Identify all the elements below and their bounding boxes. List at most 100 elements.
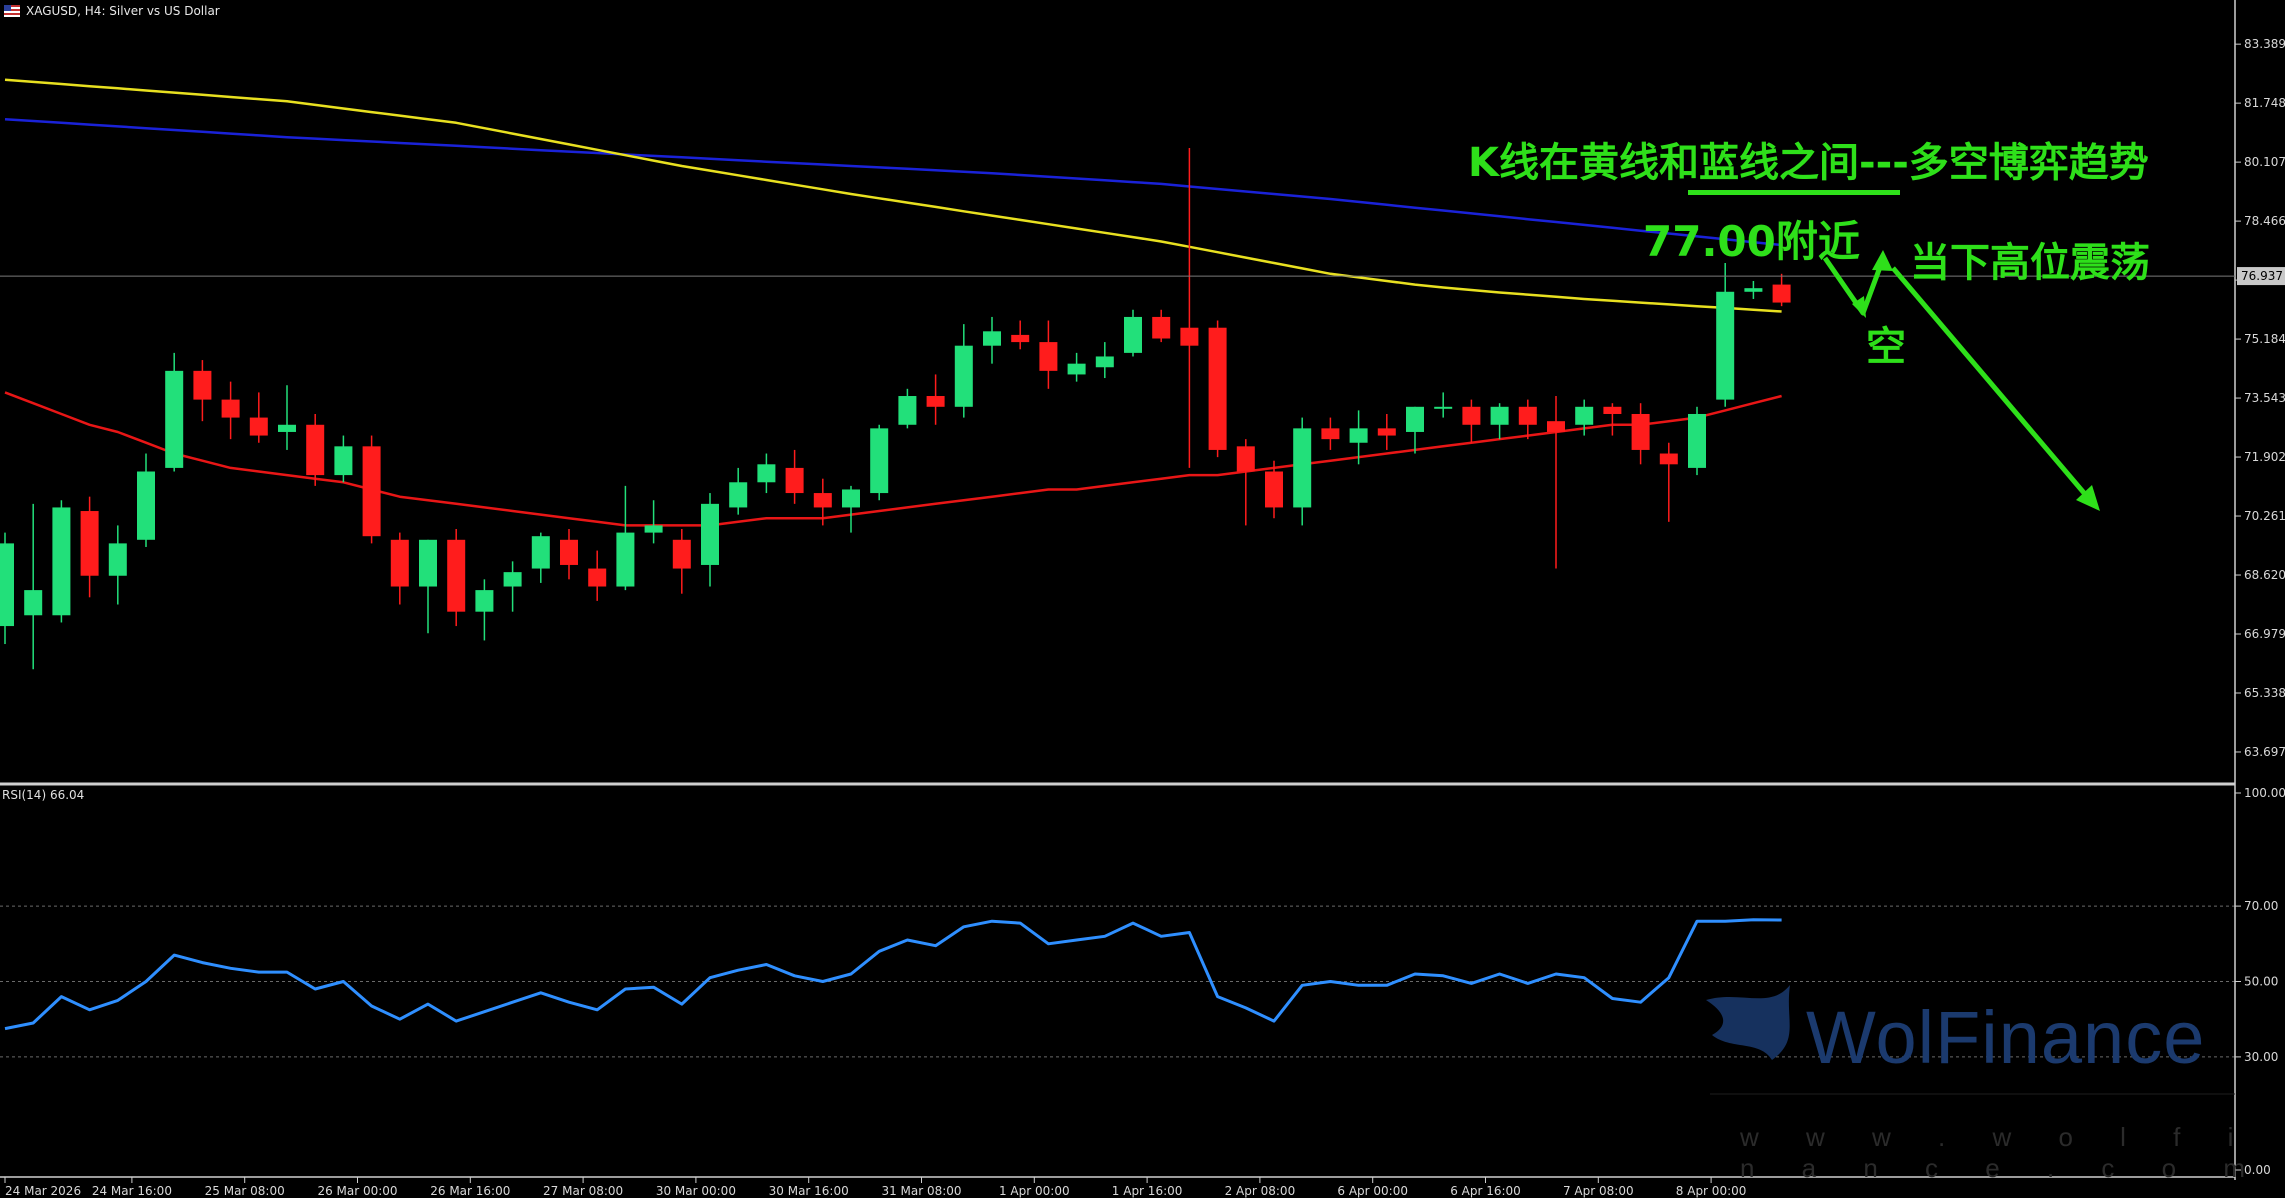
ma-slow-blue-line	[4, 117, 1782, 247]
bear-candle	[1039, 342, 1058, 371]
watermark-text: WolFinance	[1806, 996, 2206, 1079]
bull-candle	[983, 331, 1001, 346]
bull-candle	[1067, 363, 1086, 375]
bull-candle	[0, 543, 14, 627]
price-axis: 83.38981.74880.10778.46676.82575.18473.5…	[2235, 37, 2285, 1177]
bear-candle	[1152, 316, 1171, 339]
bear-candle	[1772, 284, 1791, 303]
bull-candle	[1124, 316, 1142, 353]
time-tick-label: 30 Mar 00:00	[656, 1184, 736, 1198]
bull-candle	[24, 590, 43, 616]
rsi-indicator-label: RSI(14) 66.04	[2, 788, 85, 802]
bear-candle	[1265, 471, 1283, 508]
price-tick-label: 70.261	[2244, 509, 2285, 523]
bull-candle	[1293, 428, 1312, 508]
bull-candle	[842, 489, 860, 508]
annotation-underline	[1688, 190, 1900, 195]
price-tick-label: 73.543	[2244, 391, 2285, 405]
time-axis: 24 Mar 2026 24 Mar 16:00 25 Mar 08:00 26 Ma…	[4, 1177, 1747, 1198]
bull-candle	[334, 446, 353, 476]
bear-candle	[249, 417, 268, 436]
bear-candle	[1462, 406, 1481, 425]
bull-candle	[475, 590, 494, 612]
bull-candle	[1490, 406, 1509, 425]
bear-candle	[560, 539, 578, 565]
current-price-tag	[2237, 267, 2285, 286]
bear-candle	[588, 568, 607, 587]
rsi-tick-label: 70.00	[2244, 899, 2278, 913]
time-tick-label: 6 Apr 00:00	[1337, 1184, 1408, 1198]
rsi-series-line	[4, 918, 1782, 1031]
bear-candle	[80, 511, 99, 576]
bull-candle	[52, 507, 71, 616]
wolf-logo-icon	[1706, 985, 1790, 1060]
bear-candle	[447, 539, 466, 612]
bear-candle	[1603, 406, 1622, 414]
time-tick-label: 26 Mar 00:00	[317, 1184, 397, 1198]
rsi-tick-label: 100.00	[2244, 786, 2285, 800]
bear-candle	[785, 467, 804, 494]
bull-candle	[1575, 406, 1594, 425]
chart-header: XAGUSD, H4: Silver vs US Dollar	[4, 2, 220, 20]
bear-candle	[390, 539, 409, 587]
bull-candle	[278, 424, 296, 432]
time-tick-label: 30 Mar 16:00	[769, 1184, 849, 1198]
price-tick-label: 83.389	[2244, 37, 2285, 51]
trend-arrows	[1822, 250, 2100, 511]
bear-candle	[193, 370, 212, 400]
rsi-level-lines	[0, 905, 2235, 1058]
price-tick-label: 75.184	[2244, 332, 2285, 346]
bull-candle	[954, 345, 973, 407]
rsi-tick-label: 30.00	[2244, 1050, 2278, 1064]
bear-candle	[1518, 406, 1537, 425]
bull-candle	[1095, 356, 1114, 368]
bull-candle	[503, 572, 522, 587]
bear-candle	[926, 396, 945, 407]
bear-candle	[1659, 453, 1678, 465]
bear-candle	[1547, 421, 1565, 432]
bull-candle	[531, 536, 550, 569]
bull-candle	[137, 471, 155, 540]
down-trend-arrow-head	[2076, 485, 2100, 511]
rsi-line	[4, 918, 1782, 1031]
ma-mid-yellow-line	[4, 78, 1782, 313]
time-tick-label: 2 Apr 08:00	[1225, 1184, 1296, 1198]
bull-candle	[1434, 406, 1453, 409]
annotation-main: K线在黄线和蓝线之间---多空博弈趋势	[1468, 140, 2149, 186]
down-trend-arrow	[1891, 266, 2092, 502]
annotation-oscillation: 当下高位震荡	[1910, 240, 2150, 286]
watermark-url: w w w . w o l f i n a n c e . c o m	[1740, 1122, 2265, 1183]
time-tick-label: 1 Apr 00:00	[999, 1184, 1070, 1198]
bear-candle	[1011, 334, 1030, 343]
price-tick-label: 68.620	[2244, 568, 2285, 582]
price-tick-label: 71.902	[2244, 450, 2285, 464]
bull-candle	[644, 525, 663, 533]
symbol-description: XAGUSD, H4: Silver vs US Dollar	[26, 4, 220, 18]
time-tick-label: 8 Apr 00:00	[1676, 1184, 1747, 1198]
bear-candle	[221, 399, 240, 418]
candlesticks	[0, 147, 1791, 670]
bull-candle	[616, 532, 635, 587]
bear-candle	[1377, 428, 1396, 436]
bear-candle	[306, 424, 325, 476]
bear-candle	[1631, 413, 1650, 450]
wolfinance-logo	[1706, 985, 2235, 1095]
bear-candle	[672, 539, 691, 569]
bull-candle	[1406, 406, 1424, 432]
bear-candle	[362, 446, 381, 537]
rsi-tick-label: 0.00	[2244, 1163, 2271, 1177]
time-tick-label: 26 Mar 16:00	[430, 1184, 510, 1198]
bull-candle	[165, 370, 184, 468]
bear-candle	[1208, 327, 1227, 450]
bull-candle	[1349, 428, 1368, 443]
price-tick-label: 63.697	[2244, 745, 2285, 759]
bull-candle	[1688, 413, 1706, 468]
price-tick-label: 81.748	[2244, 96, 2285, 110]
bull-candle	[898, 396, 917, 425]
price-tick-label: 65.338	[2244, 686, 2285, 700]
bear-candle	[813, 493, 832, 508]
annotation-short: 空	[1866, 324, 1906, 370]
rsi-tick-label: 50.00	[2244, 975, 2278, 989]
